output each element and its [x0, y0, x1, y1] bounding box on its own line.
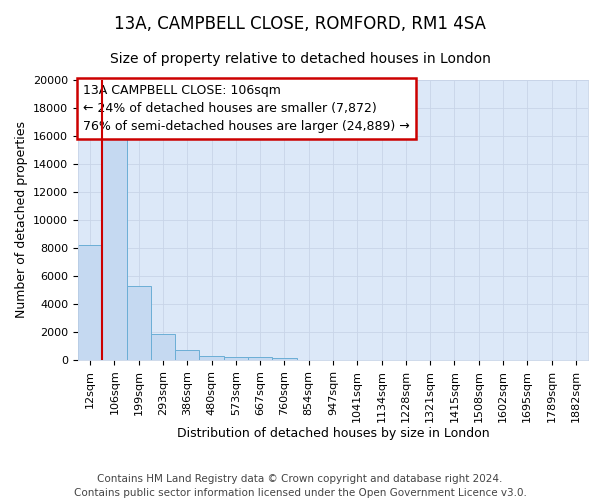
- Text: Size of property relative to detached houses in London: Size of property relative to detached ho…: [110, 52, 490, 66]
- Bar: [199, 356, 224, 360]
- Bar: [272, 358, 296, 360]
- Bar: [224, 357, 248, 360]
- X-axis label: Distribution of detached houses by size in London: Distribution of detached houses by size …: [176, 428, 490, 440]
- Text: Contains HM Land Registry data © Crown copyright and database right 2024.
Contai: Contains HM Land Registry data © Crown c…: [74, 474, 526, 498]
- Bar: [151, 334, 175, 360]
- Bar: [102, 128, 127, 360]
- Y-axis label: Number of detached properties: Number of detached properties: [14, 122, 28, 318]
- Text: 13A CAMPBELL CLOSE: 106sqm
← 24% of detached houses are smaller (7,872)
76% of s: 13A CAMPBELL CLOSE: 106sqm ← 24% of deta…: [83, 84, 410, 133]
- Bar: [127, 286, 151, 360]
- Bar: [248, 357, 272, 360]
- Bar: [78, 245, 102, 360]
- Bar: [175, 350, 199, 360]
- Text: 13A, CAMPBELL CLOSE, ROMFORD, RM1 4SA: 13A, CAMPBELL CLOSE, ROMFORD, RM1 4SA: [114, 15, 486, 33]
